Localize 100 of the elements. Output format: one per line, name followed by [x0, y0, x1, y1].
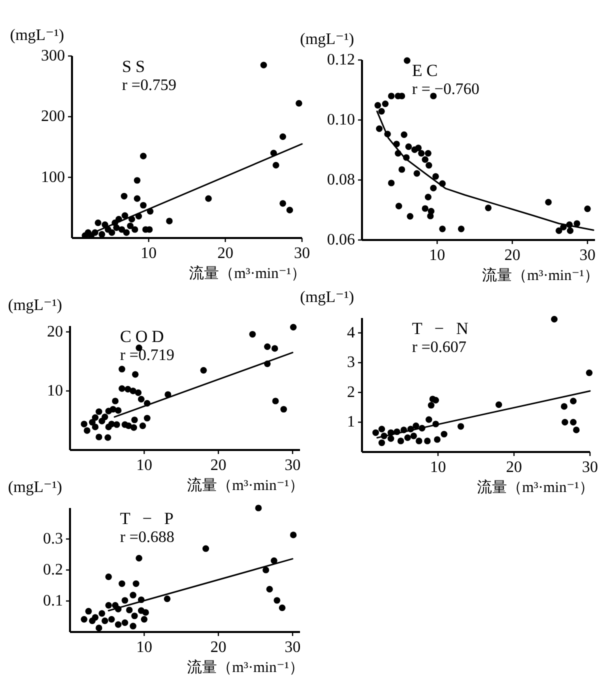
point	[113, 421, 120, 428]
point	[496, 401, 502, 408]
y-tick-label: 1	[347, 414, 355, 431]
annotation: r =0.607	[412, 339, 466, 356]
point	[422, 156, 428, 163]
x-tick-label: 10	[136, 457, 152, 474]
point	[570, 418, 577, 426]
point	[98, 610, 106, 617]
point	[378, 426, 386, 432]
chart-title: SS	[122, 57, 149, 76]
annotation: r =0.719	[120, 347, 174, 364]
point	[404, 57, 410, 64]
point	[562, 418, 568, 426]
point	[272, 398, 279, 404]
point	[134, 177, 140, 184]
point	[439, 226, 446, 232]
point	[545, 198, 552, 206]
point	[430, 184, 437, 192]
point	[140, 202, 147, 209]
point	[397, 438, 404, 444]
point	[130, 622, 136, 630]
point	[138, 396, 145, 403]
point	[574, 220, 580, 227]
y-axis-title: (mgL⁻¹)	[300, 289, 354, 306]
point	[105, 408, 112, 414]
chart-title: COD	[120, 327, 168, 346]
point	[382, 100, 389, 108]
point	[132, 580, 140, 587]
point	[458, 423, 464, 430]
point	[550, 316, 558, 322]
chart-title: EC	[412, 61, 442, 80]
y-axis-title: (mgL⁻¹)	[8, 479, 62, 496]
point	[142, 609, 149, 616]
annotation: r =0.759	[122, 77, 176, 94]
point	[374, 102, 382, 109]
point	[105, 574, 112, 580]
point	[378, 439, 386, 446]
point	[426, 162, 432, 169]
point	[376, 125, 383, 132]
point	[262, 566, 270, 574]
point	[560, 403, 568, 410]
point	[80, 420, 88, 428]
x-tick-label: 10	[430, 459, 446, 476]
point	[104, 434, 112, 441]
point	[424, 438, 431, 444]
point	[118, 580, 126, 587]
point	[400, 131, 408, 138]
x-axis-title: 流量（m³·min⁻¹）	[189, 265, 306, 282]
y-tick-label: 0.10	[327, 112, 355, 128]
point	[102, 618, 108, 624]
point	[80, 616, 88, 623]
point	[418, 150, 425, 157]
point	[404, 434, 411, 442]
chart-title: T − P	[120, 509, 178, 528]
point	[422, 205, 428, 212]
point	[264, 343, 271, 350]
x-tick-label: 30	[294, 245, 310, 262]
point	[426, 416, 432, 423]
x-tick-label: 20	[210, 457, 226, 474]
y-tick-label: 0.1	[43, 592, 63, 610]
y-tick-label: 300	[41, 48, 65, 64]
point	[200, 366, 207, 374]
point	[205, 195, 212, 202]
y-tick-label: 3	[347, 354, 355, 372]
y-axis-title: (mgL⁻¹)	[300, 31, 354, 48]
point	[398, 166, 406, 173]
x-tick-label: 20	[210, 639, 226, 656]
point	[120, 192, 128, 200]
point	[280, 200, 286, 207]
point	[573, 426, 580, 434]
point	[131, 612, 138, 620]
point	[270, 557, 278, 564]
point	[136, 554, 142, 562]
x-tick-label: 30	[582, 459, 598, 476]
point	[123, 229, 130, 236]
point	[118, 366, 126, 372]
point	[427, 212, 434, 220]
point	[132, 371, 139, 378]
point	[105, 424, 112, 430]
annotation: r = −0.760	[412, 81, 480, 98]
point	[108, 229, 116, 236]
x-tick-label: 10	[429, 247, 446, 264]
point	[96, 434, 102, 440]
point	[440, 430, 448, 438]
point	[458, 226, 465, 232]
point	[85, 608, 92, 615]
point	[166, 218, 173, 224]
point	[88, 618, 96, 624]
point	[271, 345, 278, 352]
point	[274, 597, 280, 604]
point	[134, 195, 140, 202]
y-tick-label: 0.2	[43, 562, 63, 578]
point	[164, 596, 170, 602]
point	[108, 616, 115, 623]
point	[126, 222, 134, 230]
point	[96, 408, 102, 415]
point	[414, 170, 420, 177]
point	[566, 227, 574, 234]
y-tick-label: 200	[41, 108, 65, 126]
point	[405, 143, 412, 150]
